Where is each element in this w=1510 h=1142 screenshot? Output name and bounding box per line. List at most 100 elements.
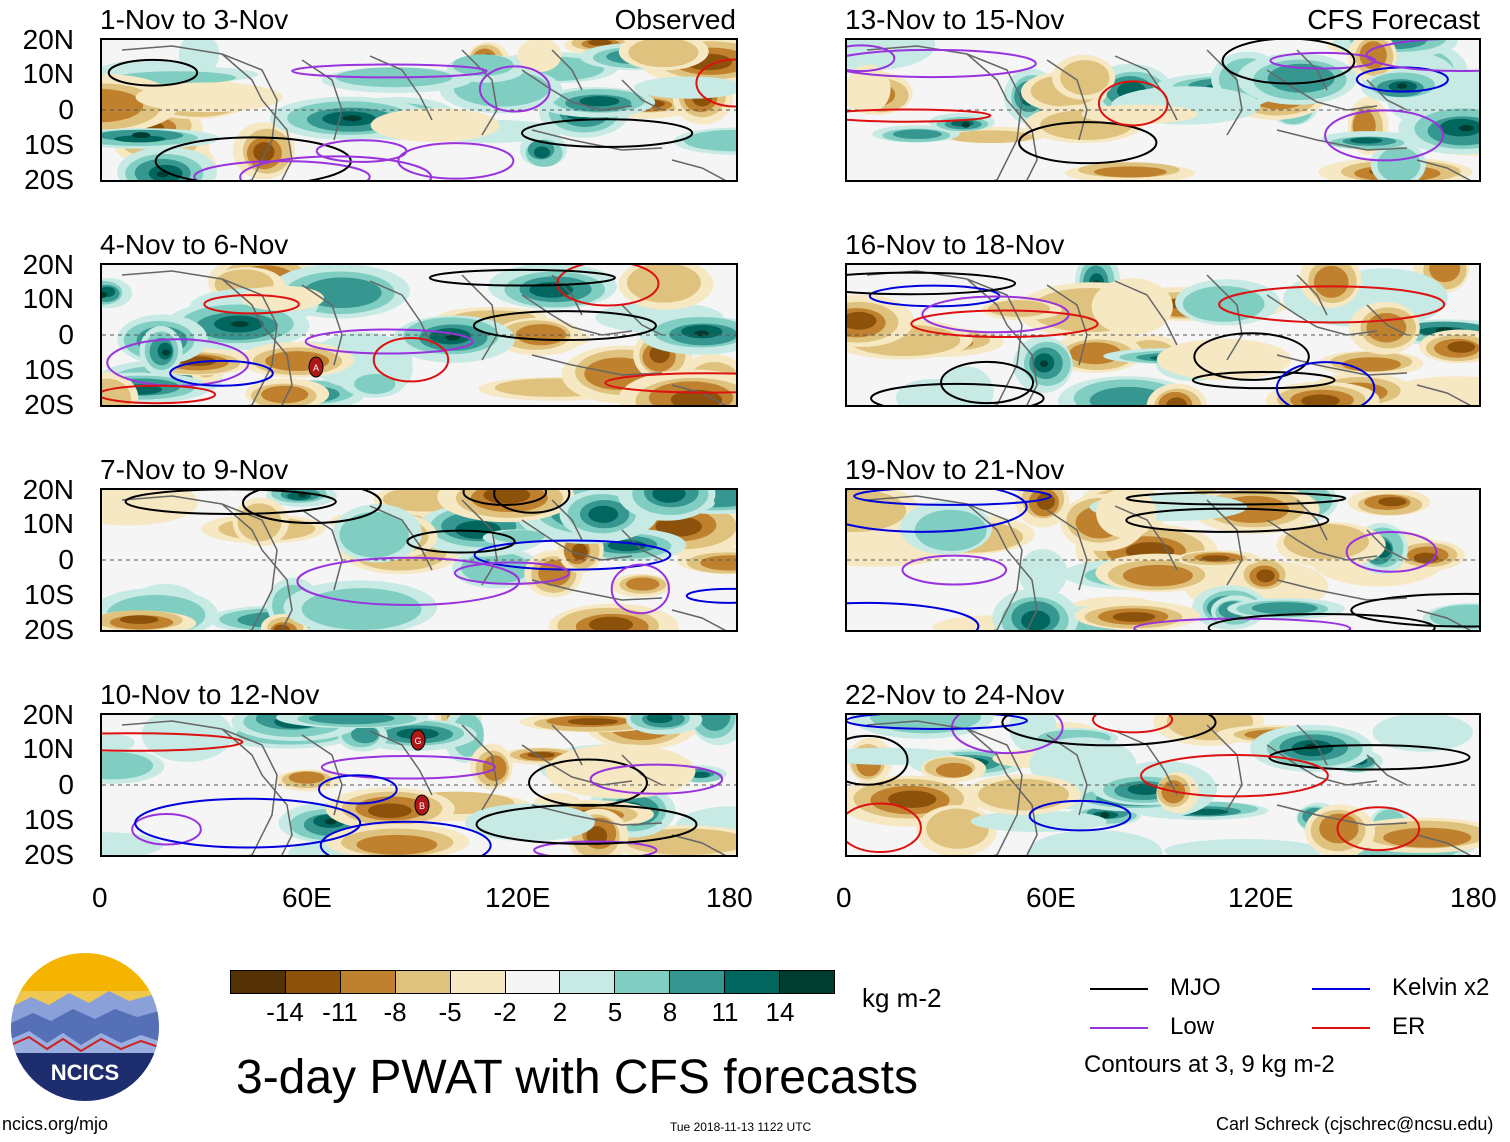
pwat-anomaly (339, 511, 409, 558)
wave-contour (528, 758, 648, 807)
pwat-anomaly (445, 334, 461, 341)
pwat-anomaly (102, 89, 144, 123)
storm-marker: B (414, 794, 430, 816)
coastline (671, 834, 727, 855)
pwat-anomaly (588, 616, 634, 630)
wave-contour (319, 820, 492, 855)
footer-url[interactable]: ncics.org/mjo (2, 1114, 109, 1134)
lon-label: 120E (485, 882, 551, 913)
lon-label: 180 (706, 882, 753, 913)
colorbar-swatch (231, 971, 285, 993)
pwat-field: GB (102, 715, 736, 855)
pwat-anomaly (288, 771, 325, 784)
wave-contour (901, 554, 1008, 586)
panel-title: 16-Nov to 18-Nov (845, 229, 1065, 260)
legend-label-kelvin: Kelvin x2 (1392, 974, 1490, 1001)
logo-text: NCICS (51, 1060, 119, 1085)
wave-contour (1336, 806, 1421, 852)
lon-label: 60E (1026, 882, 1076, 913)
colorbar-tick-label: 5 (607, 997, 623, 1027)
coastline (521, 294, 633, 336)
pwat-map (100, 488, 738, 632)
coastline (1114, 730, 1178, 796)
pwat-anomaly (587, 40, 612, 46)
colorbar-swatch (449, 971, 505, 993)
wave-contour (1218, 285, 1446, 324)
pwat-anomaly (1458, 125, 1474, 132)
pwat-anomaly (961, 121, 970, 128)
pwat-anomaly (1377, 146, 1421, 180)
coastline (621, 529, 663, 561)
coastline (301, 59, 343, 141)
colorbar-tick-label: -11 (322, 997, 358, 1027)
lat-label: 20S (24, 614, 74, 645)
lat-label: 10S (24, 804, 74, 835)
wave-contour (296, 556, 521, 606)
pwat-anomaly (1018, 549, 1068, 598)
pwat-anomaly (847, 64, 891, 113)
coastline (1276, 129, 1408, 151)
wave-contour (847, 715, 1028, 730)
coastline (966, 53, 1038, 180)
colorbar-tick-label: -14 (266, 997, 304, 1027)
coastline (1366, 754, 1408, 786)
wave-contour (493, 490, 571, 514)
coastline (866, 495, 1023, 630)
colorbar-tick-label: -8 (383, 997, 407, 1027)
wave-contour (1191, 371, 1336, 390)
pwat-field (847, 265, 1479, 405)
pwat-anomaly (301, 588, 422, 630)
storm-marker-label: G (414, 736, 421, 746)
pwat-anomaly (1060, 59, 1110, 96)
coastline (301, 509, 343, 591)
wave-contour (847, 490, 1028, 533)
pwat-anomaly (273, 624, 290, 630)
pwat-anomaly (1372, 715, 1473, 752)
coastline (1296, 724, 1328, 766)
legend-line-mjo (1090, 988, 1148, 990)
coastline (221, 503, 293, 630)
panel-title: 13-Nov to 15-Nov (845, 4, 1065, 35)
pwat-anomaly (625, 577, 660, 591)
pwat-anomaly (1301, 394, 1340, 405)
pwat-anomaly (533, 146, 550, 159)
pwat-anomaly (888, 790, 937, 808)
wave-contour (847, 108, 992, 123)
panel-title: 1-Nov to 3-Nov (100, 4, 289, 35)
pwat-anomaly (947, 130, 1034, 144)
coastline (221, 278, 293, 405)
wave-contour (847, 48, 1037, 79)
pwat-anomaly (492, 530, 545, 543)
pwat-anomaly (1256, 569, 1275, 583)
pwat-anomaly (1089, 386, 1167, 405)
pwat-anomaly (231, 321, 249, 328)
wave-contour (610, 563, 670, 615)
colorbar-swatch (394, 971, 450, 993)
pwat-anomaly (1091, 278, 1173, 336)
pwat-anomaly (261, 385, 309, 404)
storm-marker-label: A (313, 363, 319, 373)
main-title: 3-day PWAT with CFS forecasts (236, 1051, 918, 1104)
coastline (121, 45, 278, 180)
wave-contour (695, 58, 736, 108)
wave-contour (304, 328, 474, 355)
pwat-anomaly (1251, 602, 1318, 615)
pwat-anomaly (691, 771, 711, 778)
wave-contour (533, 840, 658, 855)
pwat-anomaly (354, 373, 396, 395)
coastline (121, 270, 278, 405)
pwat-anomaly (325, 818, 337, 825)
wave-contour (1193, 332, 1310, 381)
pwat-anomaly (1027, 830, 1163, 855)
lat-label: 20S (24, 164, 74, 195)
lat-label: 20N (22, 474, 74, 505)
coastline (1366, 79, 1408, 111)
wave-contour (1018, 121, 1158, 165)
lat-label: 0 (58, 544, 74, 575)
pwat-field (847, 490, 1479, 630)
coastline (221, 53, 293, 180)
coastline (671, 609, 727, 630)
pwat-anomaly (370, 108, 500, 143)
wave-contour (102, 732, 244, 752)
colorbar-tick-label: 8 (662, 997, 678, 1027)
